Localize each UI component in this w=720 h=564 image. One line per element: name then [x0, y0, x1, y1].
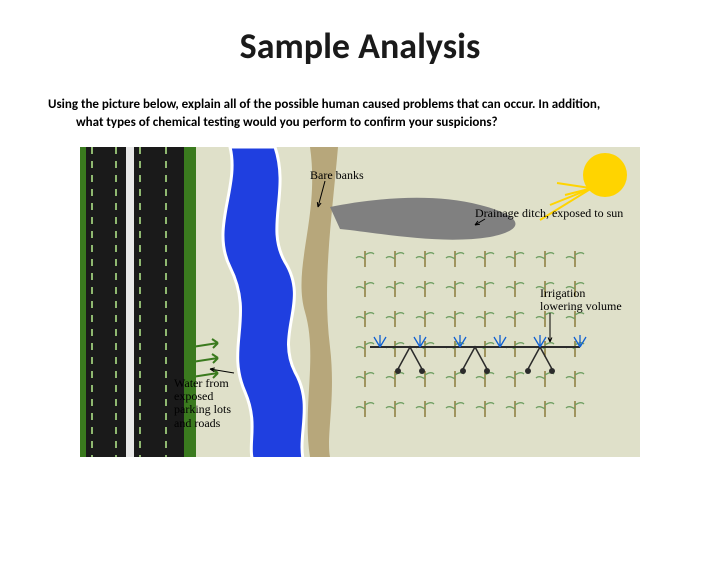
label-irrigation: Irrigationlowering volume	[540, 287, 622, 313]
question-prompt: Using the picture below, explain all of …	[40, 96, 680, 131]
prompt-line-2: what types of chemical testing would you…	[48, 114, 680, 132]
prompt-line-1: Using the picture below, explain all of …	[48, 97, 600, 112]
page-title: Sample Analysis	[0, 24, 720, 68]
label-bare-banks: Bare banks	[310, 169, 364, 182]
road-median	[126, 147, 134, 457]
road-edge-left	[80, 147, 86, 457]
label-drainage: Drainage ditch, exposed to sun	[475, 207, 623, 220]
label-runoff: Water fromexposedparking lotsand roads	[174, 377, 231, 430]
diagram-figure: Bare banks Drainage ditch, exposed to sun…	[80, 147, 640, 457]
